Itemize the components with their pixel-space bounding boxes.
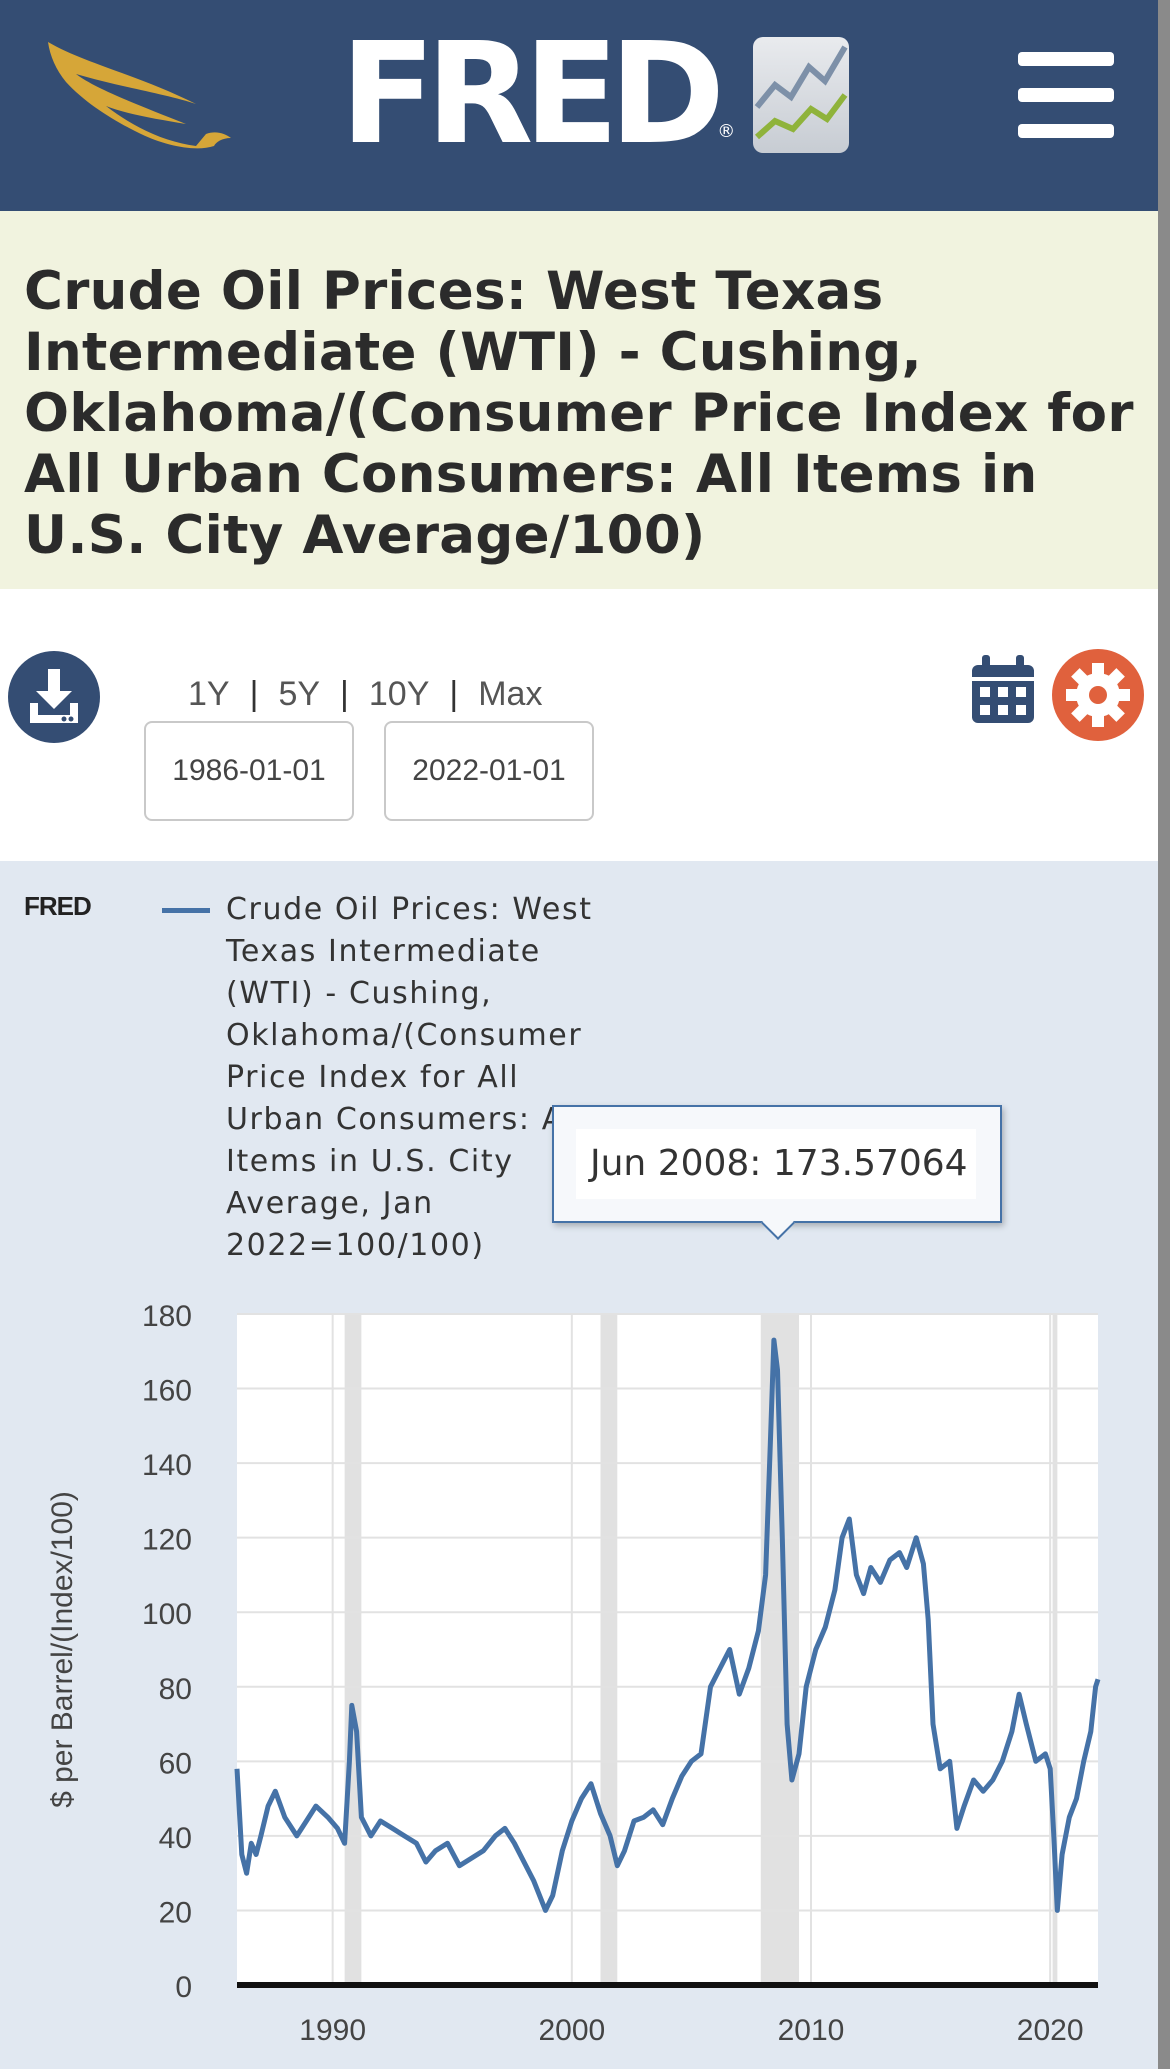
y-tick-label-160: 160: [142, 1375, 192, 1408]
legend-label[interactable]: Crude Oil Prices: West Texas Intermediat…: [226, 892, 593, 1263]
x-tick-label-1990: 1990: [299, 2014, 366, 2047]
download-icon: [30, 669, 78, 723]
range-1y-link[interactable]: 1Y: [188, 675, 230, 713]
recession-band-3: [1052, 1314, 1058, 1985]
legend-swatch: [162, 908, 210, 913]
range-links: 1Y | 5Y | 10Y | Max: [188, 675, 543, 713]
chart-brand: FRED: [24, 891, 92, 921]
fred-logo[interactable]: FRED ®: [340, 25, 850, 165]
download-button[interactable]: [8, 651, 100, 743]
tooltip-date: Jun 2008:: [590, 1143, 762, 1184]
y-tick-label-120: 120: [142, 1524, 192, 1557]
tooltip-value: 173.57064: [772, 1143, 968, 1184]
range-max-link[interactable]: Max: [478, 675, 543, 713]
y-tick-label-20: 20: [159, 1896, 192, 1929]
tooltip-content: Jun 2008: 173.57064: [576, 1129, 976, 1199]
end-date-input[interactable]: 2022-01-01: [384, 721, 594, 821]
start-date-input[interactable]: 1986-01-01: [144, 721, 354, 821]
recession-band-0: [344, 1314, 362, 1985]
y-tick-label-40: 40: [159, 1822, 192, 1855]
fred-chart-icon: [753, 37, 850, 153]
chart-tooltip: Jun 2008: 173.57064: [552, 1105, 1002, 1240]
series-line-0: [234, 1337, 1101, 1913]
range-5y-link[interactable]: 5Y: [278, 675, 321, 713]
series-title-box: Crude Oil Prices: West Texas Intermediat…: [0, 211, 1158, 589]
y-tick-label-100: 100: [142, 1598, 192, 1631]
recession-band-1: [600, 1314, 618, 1985]
y-tick-label-140: 140: [142, 1449, 192, 1482]
x-tick-label-2000: 2000: [538, 2014, 605, 2047]
settings-button[interactable]: [1052, 649, 1144, 741]
plot-area: [237, 1314, 1098, 1985]
y-tick-label-80: 80: [159, 1673, 192, 1706]
y-tick-label-0: 0: [175, 1971, 192, 2004]
range-10y-link[interactable]: 10Y: [368, 675, 430, 713]
page-title: Crude Oil Prices: West Texas Intermediat…: [24, 261, 1134, 566]
y-axis-label: $ per Barrel/(Index/100): [46, 1491, 79, 1808]
registered-mark: ®: [717, 121, 736, 142]
fred-logo-text: FRED: [340, 13, 725, 176]
gear-icon: [1066, 663, 1130, 727]
chart-panel: FRED Crude Oil Prices: West Texas Interm…: [0, 861, 1158, 2069]
scroll-edge: [1158, 0, 1170, 2069]
header-bar: FRED ®: [0, 0, 1158, 211]
calendar-icon[interactable]: [970, 655, 1036, 725]
x-tick-label-2010: 2010: [778, 2014, 845, 2047]
eagle-logo-icon[interactable]: [46, 34, 236, 154]
hamburger-icon[interactable]: [1018, 52, 1114, 138]
line-chart[interactable]: 0 20 40 60 80 100 120 140 160 180 1990 2000 2010 2020…: [0, 861, 1158, 2069]
chart-controls: 1Y | 5Y | 10Y | Max 1986-01-01 2022-01-01: [0, 589, 1158, 861]
x-tick-label-2020: 2020: [1017, 2014, 1084, 2047]
y-tick-label-60: 60: [159, 1747, 192, 1780]
y-tick-label-180: 180: [142, 1300, 192, 1333]
